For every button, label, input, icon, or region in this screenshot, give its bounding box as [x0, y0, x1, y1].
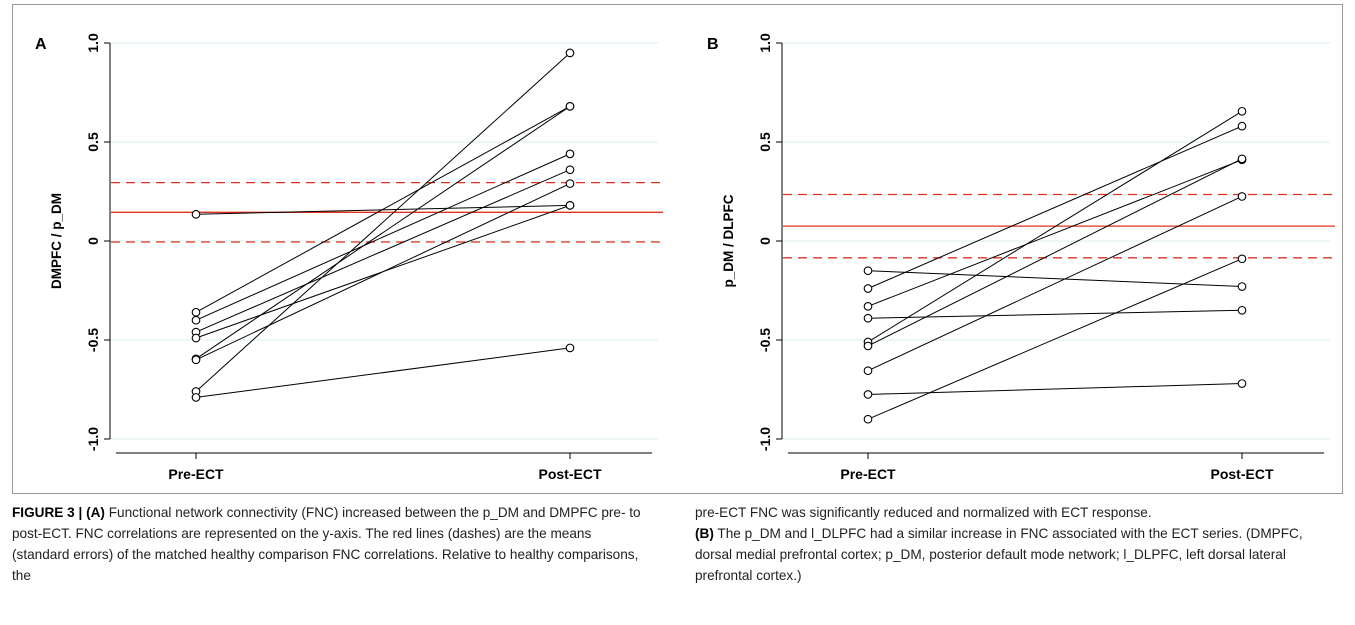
- caption-text-b1: pre-ECT FNC was significantly reduced an…: [695, 505, 1152, 520]
- panel-b-y-tick-label: 0.5: [757, 132, 773, 152]
- panel-b-pre-point: [863, 366, 873, 376]
- panel-a-pre-point: [191, 333, 201, 343]
- panel-b-post-point: [1237, 192, 1247, 201]
- panel-b-subject-line: [867, 125, 1243, 289]
- panel-a-post-point: [565, 179, 575, 188]
- panel-b-y-tick-label: 0: [757, 237, 773, 245]
- panel-a-x-tick-label: Pre-ECT: [168, 466, 224, 482]
- panel-b-pre-point: [863, 414, 873, 424]
- panel-b-pre-point: [863, 266, 873, 276]
- panel-b-y-tick-label: -1.0: [757, 427, 773, 451]
- panel-a-pre-point: [191, 307, 201, 317]
- panel-a-post-point: [565, 165, 575, 175]
- panel-a-pre-point: [191, 355, 201, 365]
- panel-a-post-point: [565, 149, 575, 159]
- panel-b-post-point: [1237, 379, 1247, 388]
- panel-b-subject-line: [867, 258, 1243, 420]
- panel-a-post-point: [565, 201, 575, 210]
- caption-label-b: (B): [695, 526, 714, 541]
- panel-b-post-point: [1237, 305, 1247, 315]
- panel-b-subject-line: [867, 159, 1243, 307]
- panel-a-subject-line: [195, 153, 571, 321]
- caption-text-a: Functional network connectivity (FNC) in…: [12, 505, 641, 583]
- panel-b-panel-label: B: [707, 36, 719, 53]
- panel-a-subject-line: [195, 105, 571, 313]
- panel-b-pre-point: [863, 301, 873, 311]
- panel-b-subject-line: [867, 309, 1243, 319]
- panel-a-subject-line: [195, 105, 571, 360]
- panel-a-subject-line: [195, 183, 571, 361]
- panel-b-post-point: [1237, 121, 1247, 131]
- panel-a-pre-point: [191, 315, 201, 325]
- panel-b-post-point: [1237, 106, 1247, 116]
- caption-label-a: (A): [86, 505, 105, 520]
- panel-a-y-tick-label: 1.0: [85, 33, 101, 53]
- panel-a-subject-line: [195, 347, 571, 398]
- panel-a-pre-point: [191, 209, 201, 219]
- panel-b-subject-line: [867, 110, 1243, 343]
- panel-a-post-point: [565, 343, 575, 353]
- figure-number: FIGURE 3 |: [12, 505, 87, 520]
- panel-a-chart: -1.0 -0.5 0 0.5 1.0 DMPFC / p_DM Pre-ECT Post-E…: [35, 33, 663, 482]
- panel-a-y-tick-label: 0.5: [85, 132, 101, 152]
- panel-b-subject-line: [867, 158, 1243, 347]
- panel-b-subject-line: [867, 383, 1243, 395]
- panel-b-subject-line: [867, 270, 1243, 288]
- panel-b-post-point: [1237, 282, 1247, 291]
- panel-a-y-tick-label: -0.5: [85, 328, 101, 352]
- panel-a-y-tick-label: 0: [85, 237, 101, 245]
- panel-a-pre-point: [191, 393, 201, 402]
- panel-b-y-tick-label: -0.5: [757, 328, 773, 352]
- caption-right: pre-ECT FNC was significantly reduced an…: [695, 502, 1335, 586]
- caption-left: FIGURE 3 | (A) Functional network connec…: [12, 502, 652, 586]
- panel-b-pre-point: [863, 284, 873, 293]
- panel-b-post-point: [1237, 154, 1247, 164]
- panel-b-y-axis-label: p_DM / DLPFC: [721, 194, 736, 287]
- figure-frame: [12, 4, 1343, 494]
- panel-b-pre-point: [863, 390, 873, 399]
- panel-b-x-tick-label: Pre-ECT: [840, 466, 896, 482]
- panel-b-y-tick-label: 1.0: [757, 33, 773, 53]
- panel-a-panel-label: A: [35, 36, 47, 53]
- panel-a-subject-line: [195, 52, 571, 392]
- panel-a-subject-line: [195, 169, 571, 333]
- panel-a-y-axis-label: DMPFC / p_DM: [49, 193, 64, 289]
- panel-a-post-point: [565, 102, 575, 111]
- panel-a-y-tick-label: -1.0: [85, 427, 101, 451]
- panel-b-pre-point: [863, 313, 873, 323]
- panel-b-x-tick-label: Post-ECT: [1211, 466, 1274, 482]
- caption-text-b2: The p_DM and l_DLPFC had a similar incre…: [695, 526, 1303, 583]
- panel-a-x-tick-label: Post-ECT: [539, 466, 602, 482]
- panel-b-chart: -1.0 -0.5 0 0.5 1.0 p_DM / DLPFC Pre-ECT Post-E…: [707, 33, 1335, 482]
- panel-b-post-point: [1237, 254, 1247, 264]
- panel-b-pre-point: [863, 341, 873, 351]
- panel-a-post-point: [565, 48, 575, 58]
- panel-b-subject-line: [867, 195, 1243, 372]
